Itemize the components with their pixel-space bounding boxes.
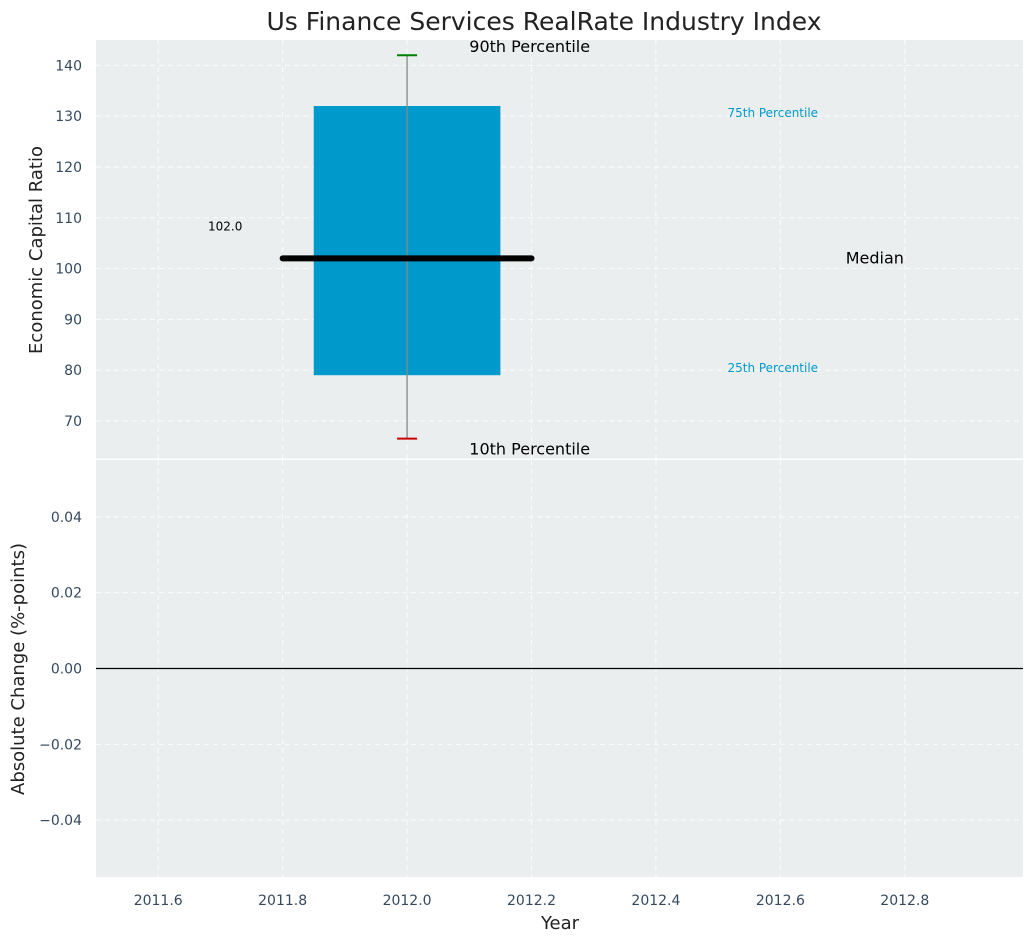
top-y-tick-label: 70 [64, 414, 82, 430]
median-value-label: 102.0 [208, 219, 242, 233]
chart-title: Us Finance Services RealRate Industry In… [267, 7, 822, 36]
x-ticks: 2011.6 2011.8 2012.0 2012.2 2012.4 2012.6 2012… [134, 893, 930, 909]
x-tick-label: 2012.6 [756, 893, 805, 909]
top-y-axis-label: Economic Capital Ratio [26, 146, 47, 354]
bottom-y-axis-label: Absolute Change (%-points) [8, 543, 29, 795]
x-axis-label: Year [540, 913, 580, 934]
box-plot: 102.0 90th Percentile 75th Percentile Media… [208, 37, 904, 458]
p25-annotation: 25th Percentile [727, 361, 818, 375]
top-panel: 70 80 90 100 110 120 130 140 102.0 90th Percenti… [26, 37, 1023, 459]
top-y-tick-label: 80 [64, 363, 82, 379]
top-panel-background [96, 40, 1023, 459]
top-y-tick-label: 120 [55, 160, 82, 176]
bottom-y-tick-label: 0.00 [51, 662, 82, 678]
bottom-y-tick-label: 0.02 [51, 586, 82, 602]
bottom-y-ticks: −0.04 −0.02 0.00 0.02 0.04 [39, 510, 82, 829]
bottom-y-tick-label: −0.02 [39, 737, 82, 753]
top-y-tick-label: 90 [64, 312, 82, 328]
top-y-tick-label: 100 [55, 262, 82, 278]
top-y-tick-label: 130 [55, 109, 82, 125]
top-y-tick-label: 140 [55, 58, 82, 74]
top-panel-grid [96, 40, 1023, 459]
x-tick-label: 2012.2 [507, 893, 556, 909]
x-tick-label: 2011.6 [134, 893, 183, 909]
top-y-tick-label: 110 [55, 211, 82, 227]
x-tick-label: 2012.0 [383, 893, 432, 909]
bottom-panel: −0.04 −0.02 0.00 0.02 0.04 2011.6 2011.8 2012.… [8, 460, 1023, 934]
x-tick-label: 2012.4 [631, 893, 680, 909]
top-y-ticks: 70 80 90 100 110 120 130 140 [55, 58, 82, 430]
x-tick-label: 2012.8 [880, 893, 929, 909]
p90-annotation: 90th Percentile [469, 37, 590, 56]
p75-annotation: 75th Percentile [727, 106, 818, 120]
bottom-y-tick-label: 0.04 [51, 510, 82, 526]
p10-annotation: 10th Percentile [469, 440, 590, 459]
bottom-y-tick-label: −0.04 [39, 813, 82, 829]
x-tick-label: 2011.8 [258, 893, 307, 909]
median-annotation: Median [846, 248, 904, 267]
